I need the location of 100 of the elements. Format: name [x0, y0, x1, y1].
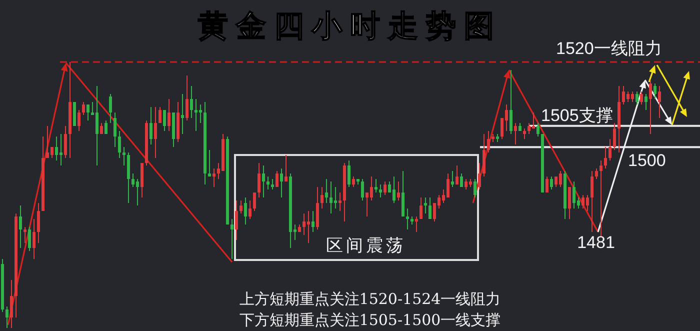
candlestick — [145, 120, 148, 166]
candlestick — [613, 123, 616, 150]
candlestick — [546, 176, 548, 192]
candlestick — [316, 187, 319, 230]
candlestick — [140, 163, 144, 198]
candlestick — [428, 198, 432, 219]
candlestick — [78, 110, 80, 132]
candlestick — [262, 166, 265, 198]
candlestick — [492, 134, 494, 142]
annotation: 下方短期重点关注1505-1500一线支撑 — [239, 311, 501, 329]
candlestick — [122, 147, 126, 166]
candlestick — [235, 200, 238, 240]
candlestick — [186, 75, 188, 121]
candlestick — [32, 218, 36, 259]
candlestick — [64, 126, 67, 158]
candlestick — [514, 123, 517, 144]
chart-title: 黄金四小时走势图 — [198, 9, 502, 44]
candlestick — [456, 166, 458, 184]
candlestick — [19, 206, 22, 248]
candlestick — [658, 86, 661, 118]
candlestick — [510, 70, 512, 134]
candlestick — [590, 171, 594, 232]
candlestick — [406, 208, 409, 230]
candlestick — [348, 160, 350, 188]
candlestick — [649, 80, 652, 134]
annotation: 区间震荡 — [326, 236, 406, 255]
candlestick — [298, 224, 301, 232]
candlestick — [240, 200, 242, 214]
candlestick — [424, 198, 427, 214]
annotation: 1500 — [628, 151, 666, 170]
candlestick — [271, 179, 274, 190]
candlestick — [600, 160, 602, 238]
candlestick — [487, 131, 490, 152]
candlestick — [374, 179, 378, 192]
candlestick — [356, 179, 360, 184]
candlestick — [24, 226, 26, 243]
candlestick — [654, 83, 656, 100]
candlestick — [28, 226, 31, 251]
candlestick — [230, 218, 234, 259]
candlestick — [14, 214, 18, 318]
candlestick — [541, 134, 544, 192]
candlestick — [397, 182, 400, 200]
candlestick — [181, 94, 184, 134]
candlestick — [258, 163, 260, 198]
candlestick — [402, 171, 404, 216]
candlestick — [550, 176, 553, 190]
candlestick — [100, 123, 103, 134]
candlestick — [352, 176, 355, 188]
candlestick — [158, 107, 162, 124]
candlestick — [118, 131, 121, 158]
candlestick — [114, 112, 116, 148]
candlestick — [478, 163, 481, 190]
candlestick — [6, 306, 8, 328]
candlestick — [10, 280, 13, 328]
candlestick — [384, 182, 386, 195]
candlestick — [73, 102, 76, 126]
candlestick — [608, 139, 612, 160]
candlestick — [168, 99, 170, 132]
candlestick — [523, 128, 526, 140]
candlestick — [190, 86, 193, 118]
candlestick — [163, 110, 166, 132]
candlestick — [154, 107, 157, 158]
candlestick — [176, 102, 180, 142]
candlestick — [568, 187, 571, 219]
candlestick — [172, 112, 175, 148]
candlestick — [150, 107, 152, 144]
candlestick — [460, 174, 463, 188]
candlestick — [253, 192, 256, 211]
candlestick — [244, 198, 247, 224]
candlestick — [109, 94, 112, 124]
candlestick — [284, 155, 288, 182]
candlestick — [343, 163, 346, 222]
candlestick — [604, 147, 607, 168]
candlestick — [82, 102, 85, 116]
candlestick — [276, 171, 278, 188]
candlestick — [496, 134, 499, 142]
candlestick — [379, 184, 382, 198]
candlestick — [410, 216, 414, 224]
candlestick — [127, 152, 130, 203]
candlestick — [482, 134, 486, 176]
candlestick — [37, 202, 40, 243]
candlestick — [420, 198, 422, 219]
candlestick — [204, 102, 206, 184]
text: 1520一线阻力 — [556, 39, 662, 58]
candlestick — [536, 123, 540, 136]
candlestick — [104, 120, 108, 134]
candlestick — [564, 171, 566, 219]
candlestick — [415, 216, 418, 232]
candlestick — [338, 192, 342, 211]
candlestick — [640, 91, 643, 105]
candlestick — [451, 171, 454, 188]
annotation: 1481 — [577, 233, 615, 252]
candlestick — [86, 104, 90, 121]
candlestick — [312, 210, 314, 232]
candlestick — [320, 187, 324, 208]
candlestick — [1, 258, 4, 312]
candlestick — [266, 176, 270, 190]
candlestick — [68, 62, 72, 158]
candlestick — [212, 168, 216, 188]
candlestick — [325, 179, 328, 203]
